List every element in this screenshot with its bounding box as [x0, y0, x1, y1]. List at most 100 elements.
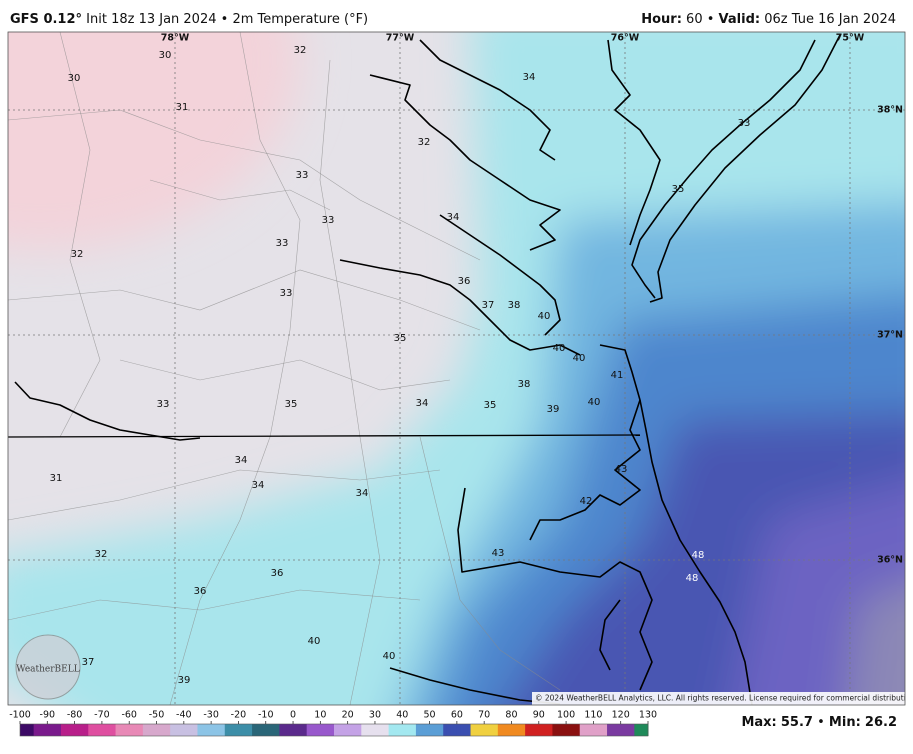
- colorbar-swatch: [122, 724, 127, 736]
- colorbar-swatch: [217, 724, 222, 736]
- separator: •: [817, 715, 825, 730]
- temperature-label: 40: [383, 651, 396, 662]
- colorbar-swatch: [296, 724, 301, 736]
- longitude-label: 76°W: [611, 33, 640, 44]
- colorbar-swatch: [64, 724, 69, 736]
- temperature-label: 30: [68, 73, 81, 84]
- colorbar-swatch: [303, 724, 308, 736]
- colorbar-tick-label: 130: [639, 710, 657, 721]
- colorbar-swatch: [166, 724, 171, 736]
- colorbar-swatch: [613, 724, 618, 736]
- colorbar-swatch: [252, 724, 256, 736]
- colorbar-swatch: [60, 724, 65, 736]
- colorbar-tick-label: -40: [176, 710, 192, 721]
- colorbar-swatch: [374, 724, 379, 736]
- temperature-label: 33: [322, 215, 335, 226]
- colorbar-swatch: [439, 724, 444, 736]
- colorbar: -100 -90 -80 -70 -60 -50 -40 -30 -20 -10 0 10 20 30 40…: [9, 710, 657, 737]
- latitude-label: 36°N: [877, 555, 903, 566]
- temperature-label: 35: [394, 333, 407, 344]
- colorbar-swatch: [600, 724, 605, 736]
- colorbar-swatch: [183, 724, 188, 736]
- colorbar-swatch: [26, 724, 31, 736]
- colorbar-swatch: [323, 724, 328, 736]
- colorbar-swatch: [313, 724, 318, 736]
- colorbar-swatch: [286, 724, 291, 736]
- colorbar-swatch: [47, 724, 52, 736]
- temperature-label: 33: [738, 118, 751, 129]
- colorbar-tick-label: 40: [396, 710, 408, 721]
- colorbar-swatch: [170, 724, 175, 736]
- colorbar-tick-label: -60: [121, 710, 137, 721]
- colorbar-swatch: [429, 724, 434, 736]
- graticule-labels: 78°W 77°W 76°W 75°W 38°N 37°N 36°N: [161, 33, 903, 566]
- colorbar-swatch: [562, 724, 567, 736]
- colorbar-swatch: [156, 724, 161, 736]
- colorbar-swatch: [521, 724, 526, 736]
- temperature-label: 48: [692, 550, 705, 561]
- colorbar-swatch: [139, 724, 144, 736]
- colorbar-swatch: [37, 724, 41, 736]
- temperature-label: 40: [308, 636, 321, 647]
- max-label: Max:: [741, 715, 776, 730]
- colorbar-swatch: [371, 724, 376, 736]
- colorbar-tick-label: 90: [533, 710, 545, 721]
- colorbar-swatch: [586, 724, 591, 736]
- temperature-label: 40: [538, 311, 551, 322]
- colorbar-swatch: [330, 724, 335, 736]
- colorbar-swatch: [351, 724, 355, 736]
- colorbar-swatch: [224, 724, 229, 736]
- colorbar-swatch: [392, 724, 396, 736]
- colorbar-swatch: [258, 724, 263, 736]
- colorbar-swatch: [607, 724, 611, 736]
- min: 26.2: [865, 715, 897, 730]
- colorbar-swatch: [173, 724, 178, 736]
- temperature-label: 34: [416, 398, 429, 409]
- colorbar-swatch: [378, 724, 383, 736]
- colorbar-swatch: [180, 724, 185, 736]
- product: 2m Temperature (°F): [232, 12, 368, 27]
- colorbar-swatch: [40, 724, 45, 736]
- temperature-label: 33: [276, 238, 289, 249]
- colorbar-tick-label: -100: [9, 710, 31, 721]
- colorbar-tick-label: -50: [149, 710, 165, 721]
- hour-label: Hour:: [641, 12, 682, 27]
- colorbar-swatch: [470, 724, 475, 736]
- colorbar-swatch: [460, 724, 465, 736]
- colorbar-swatch: [269, 724, 274, 736]
- colorbar-swatch: [327, 724, 332, 736]
- temperature-label: 43: [615, 464, 628, 475]
- colorbar-swatch: [190, 724, 195, 736]
- logo: WeatherBELL: [15, 634, 81, 700]
- temperature-label: 35: [672, 184, 685, 195]
- colorbar-swatch: [477, 724, 482, 736]
- colorbar-tick-label: -30: [203, 710, 219, 721]
- colorbar-tick-label: -70: [94, 710, 110, 721]
- colorbar-swatch: [159, 724, 164, 736]
- colorbar-tick-label: 60: [451, 710, 463, 721]
- colorbar-swatch: [555, 724, 560, 736]
- temperature-label: 34: [356, 488, 369, 499]
- colorbar-swatch: [320, 724, 325, 736]
- longitude-label: 75°W: [836, 33, 865, 44]
- temperature-label: 40: [553, 343, 566, 354]
- temperature-labels: 30 32 34 30 31 33 32 33 35 34 33 33 32 36 33 37 38 40 35 40…: [50, 45, 751, 686]
- colorbar-swatch: [344, 724, 349, 736]
- colorbar-swatch: [241, 724, 246, 736]
- temperature-label: 36: [194, 586, 207, 597]
- hour: 60: [686, 12, 703, 27]
- colorbar-swatch: [572, 724, 577, 736]
- temperature-label: 40: [588, 397, 601, 408]
- colorbar-swatch: [194, 724, 198, 736]
- colorbar-swatch: [306, 724, 311, 736]
- colorbar-swatch: [402, 724, 407, 736]
- colorbar-swatch: [299, 724, 304, 736]
- colorbar-swatch: [419, 724, 424, 736]
- header-left: GFS 0.12° Init 18z 13 Jan 2024 • 2m Temp…: [10, 12, 368, 27]
- colorbar-swatch: [542, 724, 547, 736]
- colorbar-tick-label: 110: [584, 710, 602, 721]
- longitude-label: 78°W: [161, 33, 190, 44]
- colorbar-swatch: [91, 724, 96, 736]
- colorbar-tick-label: 120: [612, 710, 630, 721]
- colorbar-swatch: [74, 724, 79, 736]
